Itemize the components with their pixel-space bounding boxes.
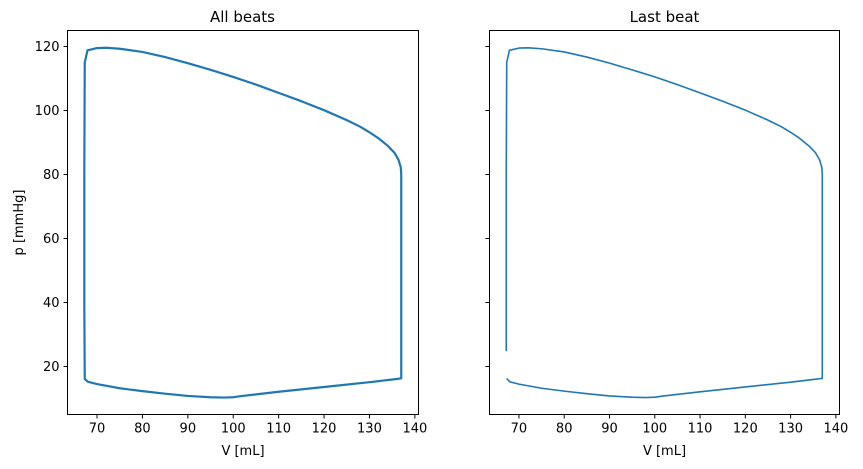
x-tick-label: 90 (180, 422, 197, 437)
x-tick-label: 80 (134, 422, 151, 437)
y-tick-label: 120 (35, 40, 60, 55)
chart-title: All beats (210, 8, 275, 26)
x-tick-label: 70 (89, 422, 106, 437)
x-axis-label: V [mL] (643, 444, 686, 459)
chart-title: Last beat (630, 8, 700, 26)
panel-all-beats: All beats 70 80 90 100 110 120 130 140 20 40 60 80 1… (12, 8, 427, 459)
x-axis-label: V [mL] (221, 444, 264, 459)
panel-last-beat: Last beat 70 80 90 100 110 120 130 140 V [mL] (485, 8, 848, 459)
x-tick-label: 130 (778, 422, 803, 437)
y-tick-label: 60 (43, 232, 60, 247)
x-tick-label: 140 (823, 422, 848, 437)
x-tick-label: 110 (266, 422, 291, 437)
x-tick-label: 80 (556, 422, 573, 437)
pv-loop-line (505, 46, 824, 399)
y-tick-label: 80 (43, 168, 60, 183)
x-tick-label: 110 (688, 422, 713, 437)
y-tick-label: 20 (43, 360, 60, 375)
x-tick-label: 100 (642, 422, 667, 437)
pv-loop-line (83, 46, 403, 399)
x-tick-label: 100 (221, 422, 246, 437)
series-group (505, 46, 824, 399)
axes-frame (67, 30, 419, 415)
x-tick-label: 120 (733, 422, 758, 437)
x-tick-label: 90 (601, 422, 618, 437)
x-tick-label: 70 (511, 422, 528, 437)
y-tick-label: 100 (35, 104, 60, 119)
x-tick-label: 130 (357, 422, 382, 437)
x-tick-label: 140 (402, 422, 427, 437)
y-tick-label: 40 (43, 296, 60, 311)
axes-frame (489, 30, 840, 415)
tick-group: 70 80 90 100 110 120 130 140 (485, 46, 848, 437)
x-tick-label: 120 (312, 422, 337, 437)
tick-group: 70 80 90 100 110 120 130 140 20 40 60 80 100 120 (35, 40, 428, 437)
series-group (83, 46, 403, 399)
y-axis-label: p [mmHg] (12, 190, 27, 256)
